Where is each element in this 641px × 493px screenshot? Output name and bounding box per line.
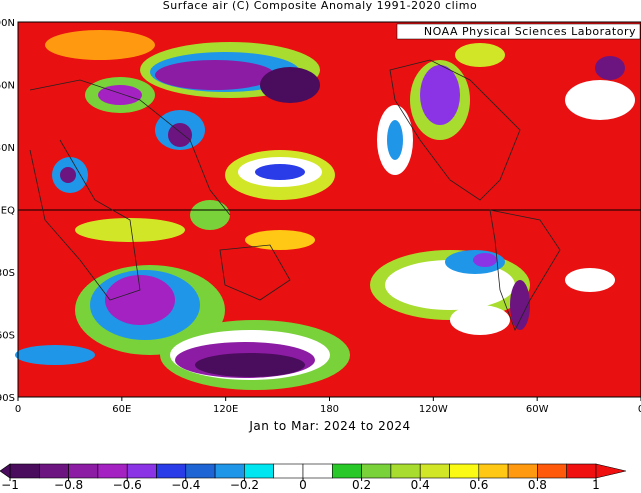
colorbar-box (9, 463, 40, 479)
colorbar-label: 1 (592, 478, 600, 489)
colorbar-label: −1 (1, 478, 19, 489)
x-label: 120E (213, 404, 238, 415)
colorbar-label: −0.8 (54, 478, 83, 489)
y-label: 90N (0, 18, 15, 29)
colorbar-box (185, 463, 216, 479)
x-label: 0 (638, 404, 641, 415)
colorbar-label: −0.4 (171, 478, 200, 489)
credit: NOAA Physical Sciences Laboratory (424, 25, 636, 38)
y-labels: 90N 60N 30N EQ 30S 60S 90S (0, 18, 15, 404)
colorbar-label: 0.8 (528, 478, 547, 489)
x-label: 60W (526, 404, 549, 415)
y-label: 90S (0, 393, 15, 404)
colorbar-box (97, 463, 128, 479)
colorbar-box (537, 463, 568, 479)
colorbar-box (331, 463, 362, 479)
colorbar-box (244, 463, 274, 479)
colorbar-under (0, 463, 11, 479)
colorbar: −1 −0.8 −0.6 −0.4 −0.2 0 0.2 0.4 0.6 0.8 1 (0, 463, 627, 492)
x-label: 180 (320, 404, 339, 415)
colorbar-label: 0.4 (411, 478, 430, 489)
colorbar-over (595, 463, 627, 479)
colorbar-box (390, 463, 421, 479)
colorbar-label: 0 (299, 478, 307, 489)
anomaly-map (15, 21, 641, 398)
colorbar-label: −0.2 (230, 478, 259, 489)
y-label: 60N (0, 81, 15, 92)
map-title: Surface air (C) Composite Anomaly 1991-2… (163, 0, 478, 12)
colorbar-box (449, 463, 480, 479)
period-subtitle: Jan to Mar: 2024 to 2024 (248, 419, 410, 433)
colorbar-box (507, 463, 538, 479)
colorbar-label: 0.6 (469, 478, 488, 489)
colorbar-box (566, 463, 597, 479)
colorbar-box (419, 463, 450, 479)
colorbar-box (38, 463, 69, 479)
x-label: 120W (419, 404, 448, 415)
colorbar-label: −0.6 (113, 478, 142, 489)
x-label: 0 (15, 404, 21, 415)
colorbar-box (214, 463, 245, 479)
x-labels: 0 60E 120E 180 120W 60W 0 (15, 397, 641, 415)
colorbar-label: 0.2 (352, 478, 371, 489)
y-label: 60S (0, 331, 15, 342)
colorbar-box (302, 463, 333, 479)
y-label: EQ (1, 206, 15, 217)
colorbar-box (68, 463, 99, 479)
y-label: 30N (0, 143, 15, 154)
colorbar-box (273, 463, 304, 479)
y-label: 30S (0, 268, 15, 279)
colorbar-box (126, 463, 157, 479)
x-label: 60E (112, 404, 131, 415)
colorbar-box (156, 463, 187, 479)
colorbar-box (361, 463, 392, 479)
colorbar-box (478, 463, 509, 479)
